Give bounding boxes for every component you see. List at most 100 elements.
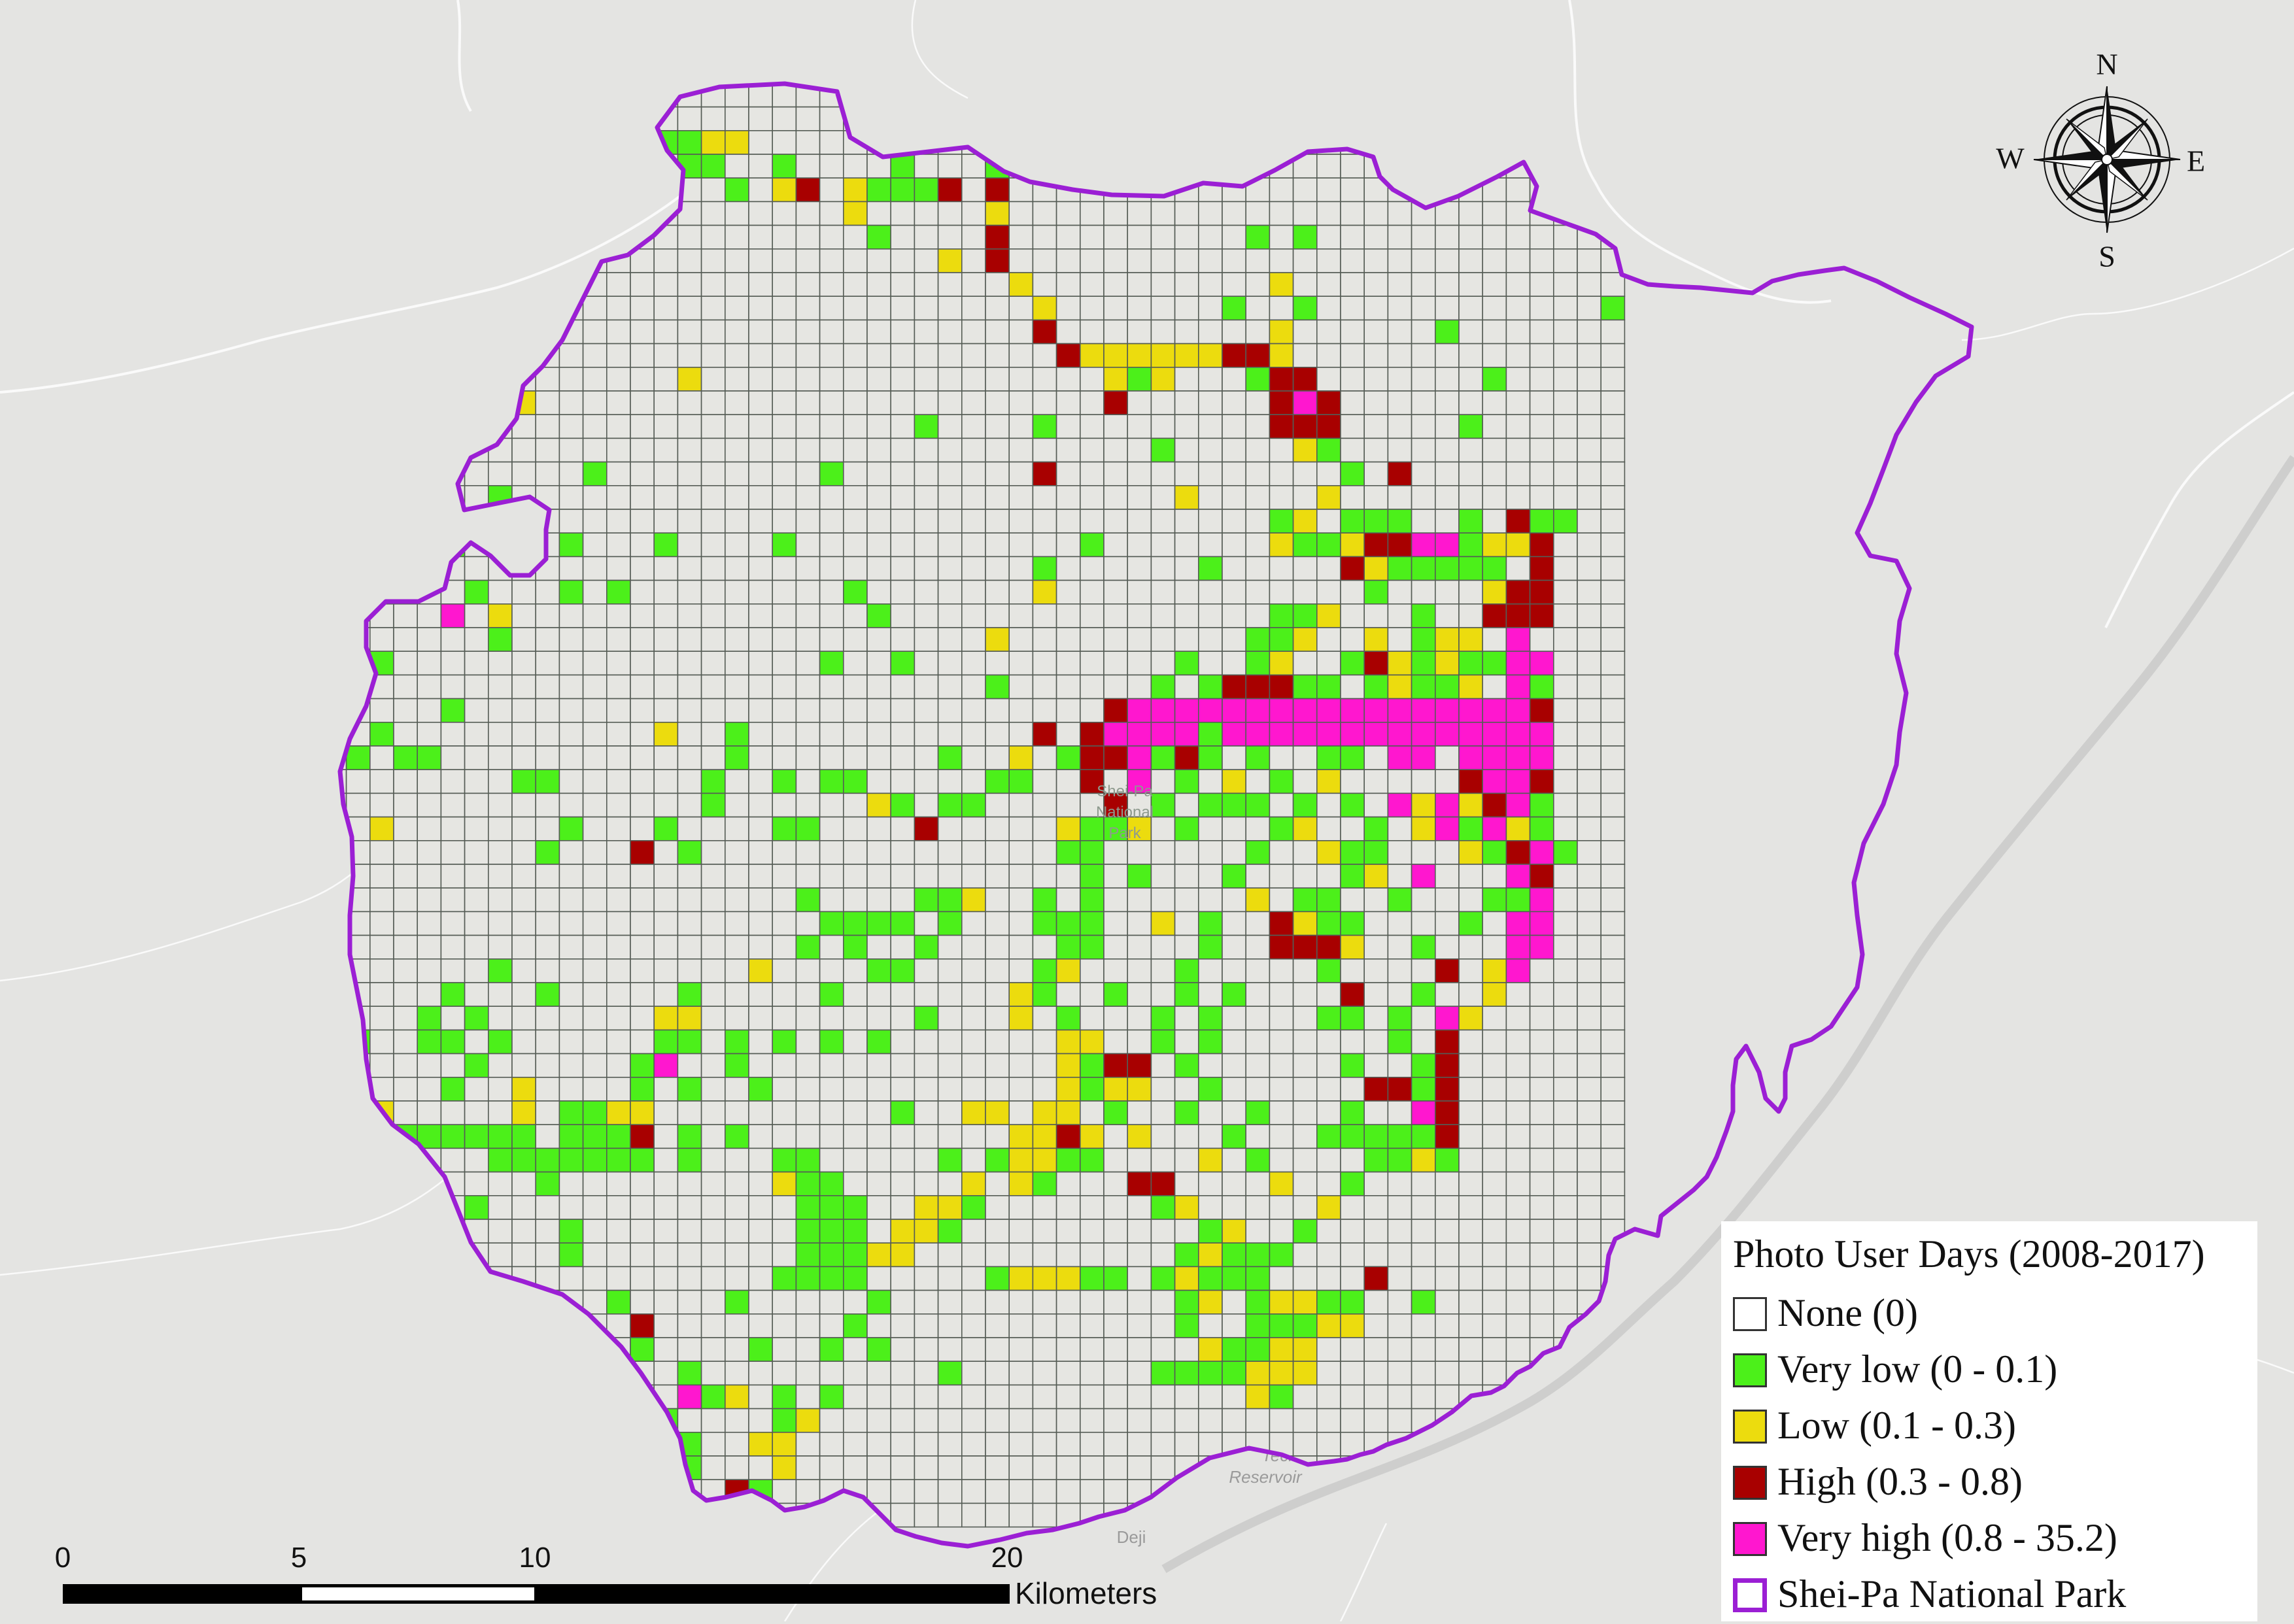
- grid-cell-very-low[interactable]: [487, 1029, 513, 1055]
- grid-cell-very-low[interactable]: [487, 958, 513, 983]
- grid-cell-low[interactable]: [1032, 1100, 1057, 1126]
- grid-cell-very-low[interactable]: [1080, 1053, 1104, 1078]
- grid-cell-low[interactable]: [653, 722, 679, 747]
- grid-cell-high[interactable]: [630, 1124, 655, 1149]
- grid-cell-low[interactable]: [772, 177, 797, 203]
- grid-cell-very-low[interactable]: [795, 934, 821, 960]
- grid-cell-high[interactable]: [1150, 1171, 1176, 1196]
- grid-cell-very-low[interactable]: [1292, 792, 1318, 818]
- grid-cell-low[interactable]: [1292, 509, 1318, 534]
- grid-cell-very-low[interactable]: [819, 1337, 844, 1362]
- grid-cell-very-low[interactable]: [1150, 1006, 1176, 1031]
- grid-cell-very-low[interactable]: [1340, 1171, 1365, 1196]
- grid-cell-very-low[interactable]: [843, 1266, 868, 1291]
- grid-cell-very-high[interactable]: [1505, 958, 1531, 983]
- grid-cell-high[interactable]: [1032, 319, 1057, 345]
- grid-cell-high[interactable]: [1127, 1053, 1152, 1078]
- grid-cell-very-high[interactable]: [1198, 698, 1223, 723]
- grid-cell-low[interactable]: [1008, 1171, 1034, 1196]
- grid-cell-low[interactable]: [843, 201, 868, 226]
- grid-cell-very-low[interactable]: [1269, 816, 1294, 841]
- grid-cell-very-low[interactable]: [582, 1100, 608, 1126]
- grid-cell-very-low[interactable]: [440, 1124, 466, 1149]
- grid-cell-very-low[interactable]: [937, 887, 963, 913]
- grid-cell-very-low[interactable]: [866, 1029, 892, 1055]
- grid-cell-low[interactable]: [1055, 816, 1081, 841]
- grid-cell-high[interactable]: [1316, 414, 1341, 439]
- grid-cell-very-low[interactable]: [1411, 1053, 1436, 1078]
- grid-cell-very-low[interactable]: [1387, 887, 1412, 913]
- grid-cell-very-low[interactable]: [914, 1006, 939, 1031]
- grid-cell-high[interactable]: [1103, 745, 1129, 771]
- grid-cell-very-high[interactable]: [1505, 911, 1531, 936]
- grid-cell-low[interactable]: [1387, 651, 1412, 676]
- grid-cell-high[interactable]: [1387, 461, 1412, 486]
- grid-cell-very-low[interactable]: [630, 1053, 655, 1078]
- grid-cell-high[interactable]: [1505, 579, 1531, 605]
- grid-cell-very-low[interactable]: [1150, 674, 1176, 700]
- grid-cell-very-low[interactable]: [866, 603, 892, 628]
- grid-cell-very-low[interactable]: [937, 1361, 963, 1386]
- grid-cell-very-low[interactable]: [1340, 1124, 1365, 1149]
- grid-cell-high[interactable]: [1387, 1077, 1412, 1102]
- grid-cell-very-low[interactable]: [1363, 579, 1389, 605]
- grid-cell-high[interactable]: [1103, 698, 1129, 723]
- grid-cell-very-low[interactable]: [535, 982, 560, 1007]
- grid-cell-low[interactable]: [1316, 840, 1341, 865]
- grid-cell-very-low[interactable]: [1032, 1171, 1057, 1196]
- grid-cell-very-low[interactable]: [1458, 556, 1484, 581]
- grid-cell-high[interactable]: [1269, 934, 1294, 960]
- grid-cell-high[interactable]: [1435, 1124, 1460, 1149]
- grid-cell-very-low[interactable]: [1245, 1100, 1271, 1126]
- grid-cell-very-low[interactable]: [1080, 887, 1104, 913]
- grid-cell-low[interactable]: [1055, 1266, 1081, 1291]
- grid-cell-low[interactable]: [1269, 1337, 1294, 1362]
- grid-cell-very-high[interactable]: [1505, 934, 1531, 960]
- grid-cell-very-low[interactable]: [1103, 1266, 1129, 1291]
- grid-cell-high[interactable]: [1435, 1029, 1460, 1055]
- grid-cell-low[interactable]: [1055, 1053, 1081, 1078]
- grid-cell-low[interactable]: [1008, 1006, 1034, 1031]
- grid-cell-very-low[interactable]: [677, 1124, 702, 1149]
- grid-cell-very-low[interactable]: [819, 1195, 844, 1220]
- grid-cell-very-low[interactable]: [1032, 958, 1057, 983]
- grid-cell-very-high[interactable]: [1411, 745, 1436, 771]
- grid-cell-low[interactable]: [937, 248, 963, 273]
- grid-cell-very-low[interactable]: [1269, 1384, 1294, 1410]
- grid-cell-low[interactable]: [1008, 1147, 1034, 1173]
- grid-cell-very-low[interactable]: [1198, 556, 1223, 581]
- grid-cell-very-low[interactable]: [843, 579, 868, 605]
- grid-cell-very-low[interactable]: [1055, 911, 1081, 936]
- grid-cell-low[interactable]: [1269, 319, 1294, 345]
- grid-cell-low[interactable]: [369, 816, 394, 841]
- grid-cell-high[interactable]: [1529, 698, 1554, 723]
- grid-cell-very-low[interactable]: [819, 982, 844, 1007]
- grid-cell-high[interactable]: [1269, 390, 1294, 416]
- grid-cell-very-low[interactable]: [1316, 437, 1341, 463]
- grid-cell-very-high[interactable]: [440, 603, 466, 628]
- grid-cell-high[interactable]: [1127, 1171, 1152, 1196]
- grid-cell-very-low[interactable]: [1458, 509, 1484, 534]
- grid-cell-very-low[interactable]: [1316, 745, 1341, 771]
- grid-cell-very-high[interactable]: [1387, 745, 1412, 771]
- grid-cell-very-low[interactable]: [1150, 1029, 1176, 1055]
- grid-cell-very-low[interactable]: [1553, 840, 1578, 865]
- grid-cell-low[interactable]: [1032, 296, 1057, 321]
- grid-cell-low[interactable]: [1316, 769, 1341, 794]
- grid-cell-very-high[interactable]: [1340, 722, 1365, 747]
- grid-cell-low[interactable]: [1127, 343, 1152, 368]
- grid-cell-very-high[interactable]: [1387, 698, 1412, 723]
- grid-cell-low[interactable]: [1482, 532, 1507, 558]
- grid-cell-low[interactable]: [1340, 1313, 1365, 1338]
- grid-cell-very-high[interactable]: [1505, 722, 1531, 747]
- grid-cell-very-low[interactable]: [725, 722, 749, 747]
- grid-cell-very-low[interactable]: [772, 532, 797, 558]
- grid-cell-very-low[interactable]: [1340, 792, 1365, 818]
- grid-cell-very-low[interactable]: [1222, 1361, 1247, 1386]
- grid-cell-very-low[interactable]: [1150, 1361, 1176, 1386]
- grid-cell-very-high[interactable]: [1411, 532, 1436, 558]
- grid-cell-high[interactable]: [937, 177, 963, 203]
- grid-cell-very-low[interactable]: [558, 816, 584, 841]
- grid-cell-low[interactable]: [1103, 343, 1129, 368]
- grid-cell-low[interactable]: [866, 792, 892, 818]
